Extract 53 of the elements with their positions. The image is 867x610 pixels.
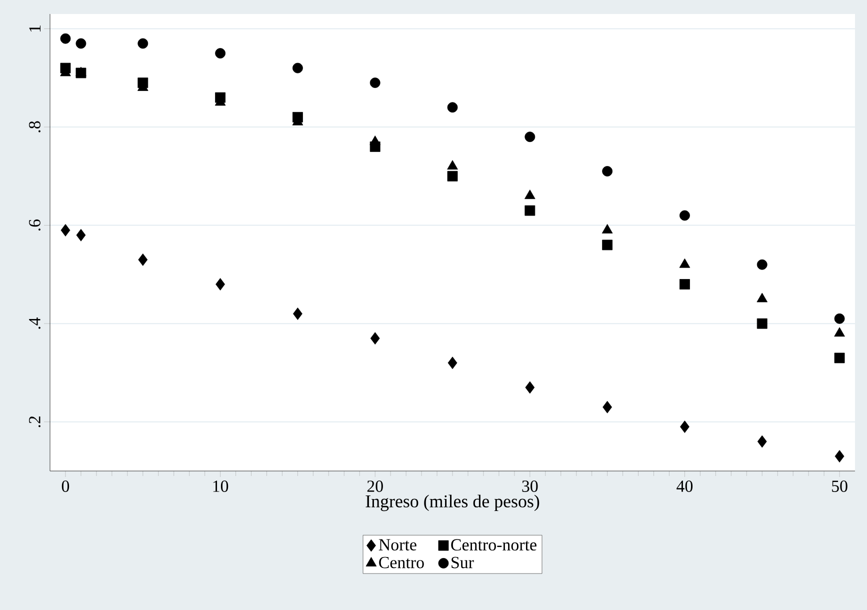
point [370,136,380,145]
point [447,102,458,113]
x-tick-label: 50 [832,480,848,492]
point [60,224,70,236]
x-tick-label: 0 [62,480,70,492]
y-tick-label: .6 [29,219,40,231]
point [76,228,86,242]
x-tick-label: 20 [367,480,383,492]
legend-label: Centro-norte [451,539,536,551]
point [524,205,536,216]
x-tick-label: 40 [676,480,693,492]
point [215,48,226,59]
point [680,279,690,290]
point [60,33,71,44]
point [216,278,225,290]
point [292,308,302,320]
legend-label: Centro [379,556,424,568]
point [524,132,536,142]
point [834,450,844,462]
x-tick-label: 30 [522,480,538,492]
point [834,327,845,337]
point [447,160,458,170]
point [76,38,86,49]
point [602,166,613,176]
x-tick-label: 10 [213,480,228,492]
point [834,352,845,364]
point [834,313,845,324]
y-tick-label: .2 [29,416,40,428]
point [756,318,768,329]
point [292,62,303,74]
legend-label: Sur [452,556,474,568]
x-axis-title: Ingreso (miles de pesos) [366,494,540,512]
point [602,224,613,234]
point [756,259,768,270]
point [525,381,535,394]
y-tick-label: .4 [29,317,40,329]
point [602,400,612,414]
y-tick-label: 1 [29,26,40,32]
point [138,253,148,266]
point [679,258,690,268]
point [370,78,380,88]
point [447,170,458,182]
y-tick-label: .8 [28,121,40,132]
point [680,420,690,433]
point [602,240,613,250]
point [138,38,148,49]
point [524,190,536,200]
point [370,332,380,345]
point [756,292,768,302]
point [448,356,458,370]
point [680,210,690,221]
point [757,435,767,448]
legend-label: Norte [378,539,416,550]
